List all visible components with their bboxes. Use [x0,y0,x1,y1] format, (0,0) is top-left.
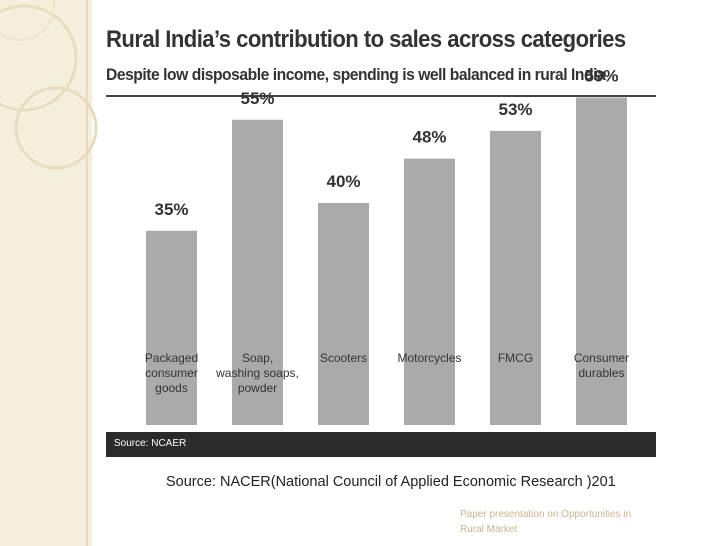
bar-5 [576,97,627,426]
category-label-2: Scooters [320,351,367,365]
value-label-5: 59% [584,67,618,86]
value-label-4: 53% [498,100,532,119]
chart-source-text: Source: NCAER [114,438,187,449]
slide-footnote: Source: NACER(National Council of Applie… [166,474,616,490]
bar-2 [318,203,369,425]
bar-1 [232,119,283,425]
bar-0 [146,230,197,425]
category-label-0: Packaged consumer goods [145,351,198,395]
slide-caption: Paper presentation on Opportunities in R… [460,509,632,535]
category-label-5: Consumer durables [574,351,629,380]
chart-subtitle: Despite low disposable income, spending … [106,65,606,84]
value-label-3: 48% [412,128,446,147]
decorative-circles [0,0,98,170]
value-label-0: 35% [154,200,188,219]
value-label-1: 55% [240,89,274,108]
category-label-3: Motorcycles [397,351,461,365]
category-label-4: FMCG [498,351,533,365]
category-label-1: Soap, washing soaps, powder [215,351,299,395]
side-panel [0,0,92,546]
chart-title: Rural India’s contribution to sales acro… [106,26,626,53]
side-divider [86,0,88,546]
bar-3 [404,158,455,425]
chart-source-bar: Source: NCAER [106,432,656,457]
title-divider [106,95,656,97]
bar-4 [490,130,541,425]
value-label-2: 40% [326,172,360,191]
